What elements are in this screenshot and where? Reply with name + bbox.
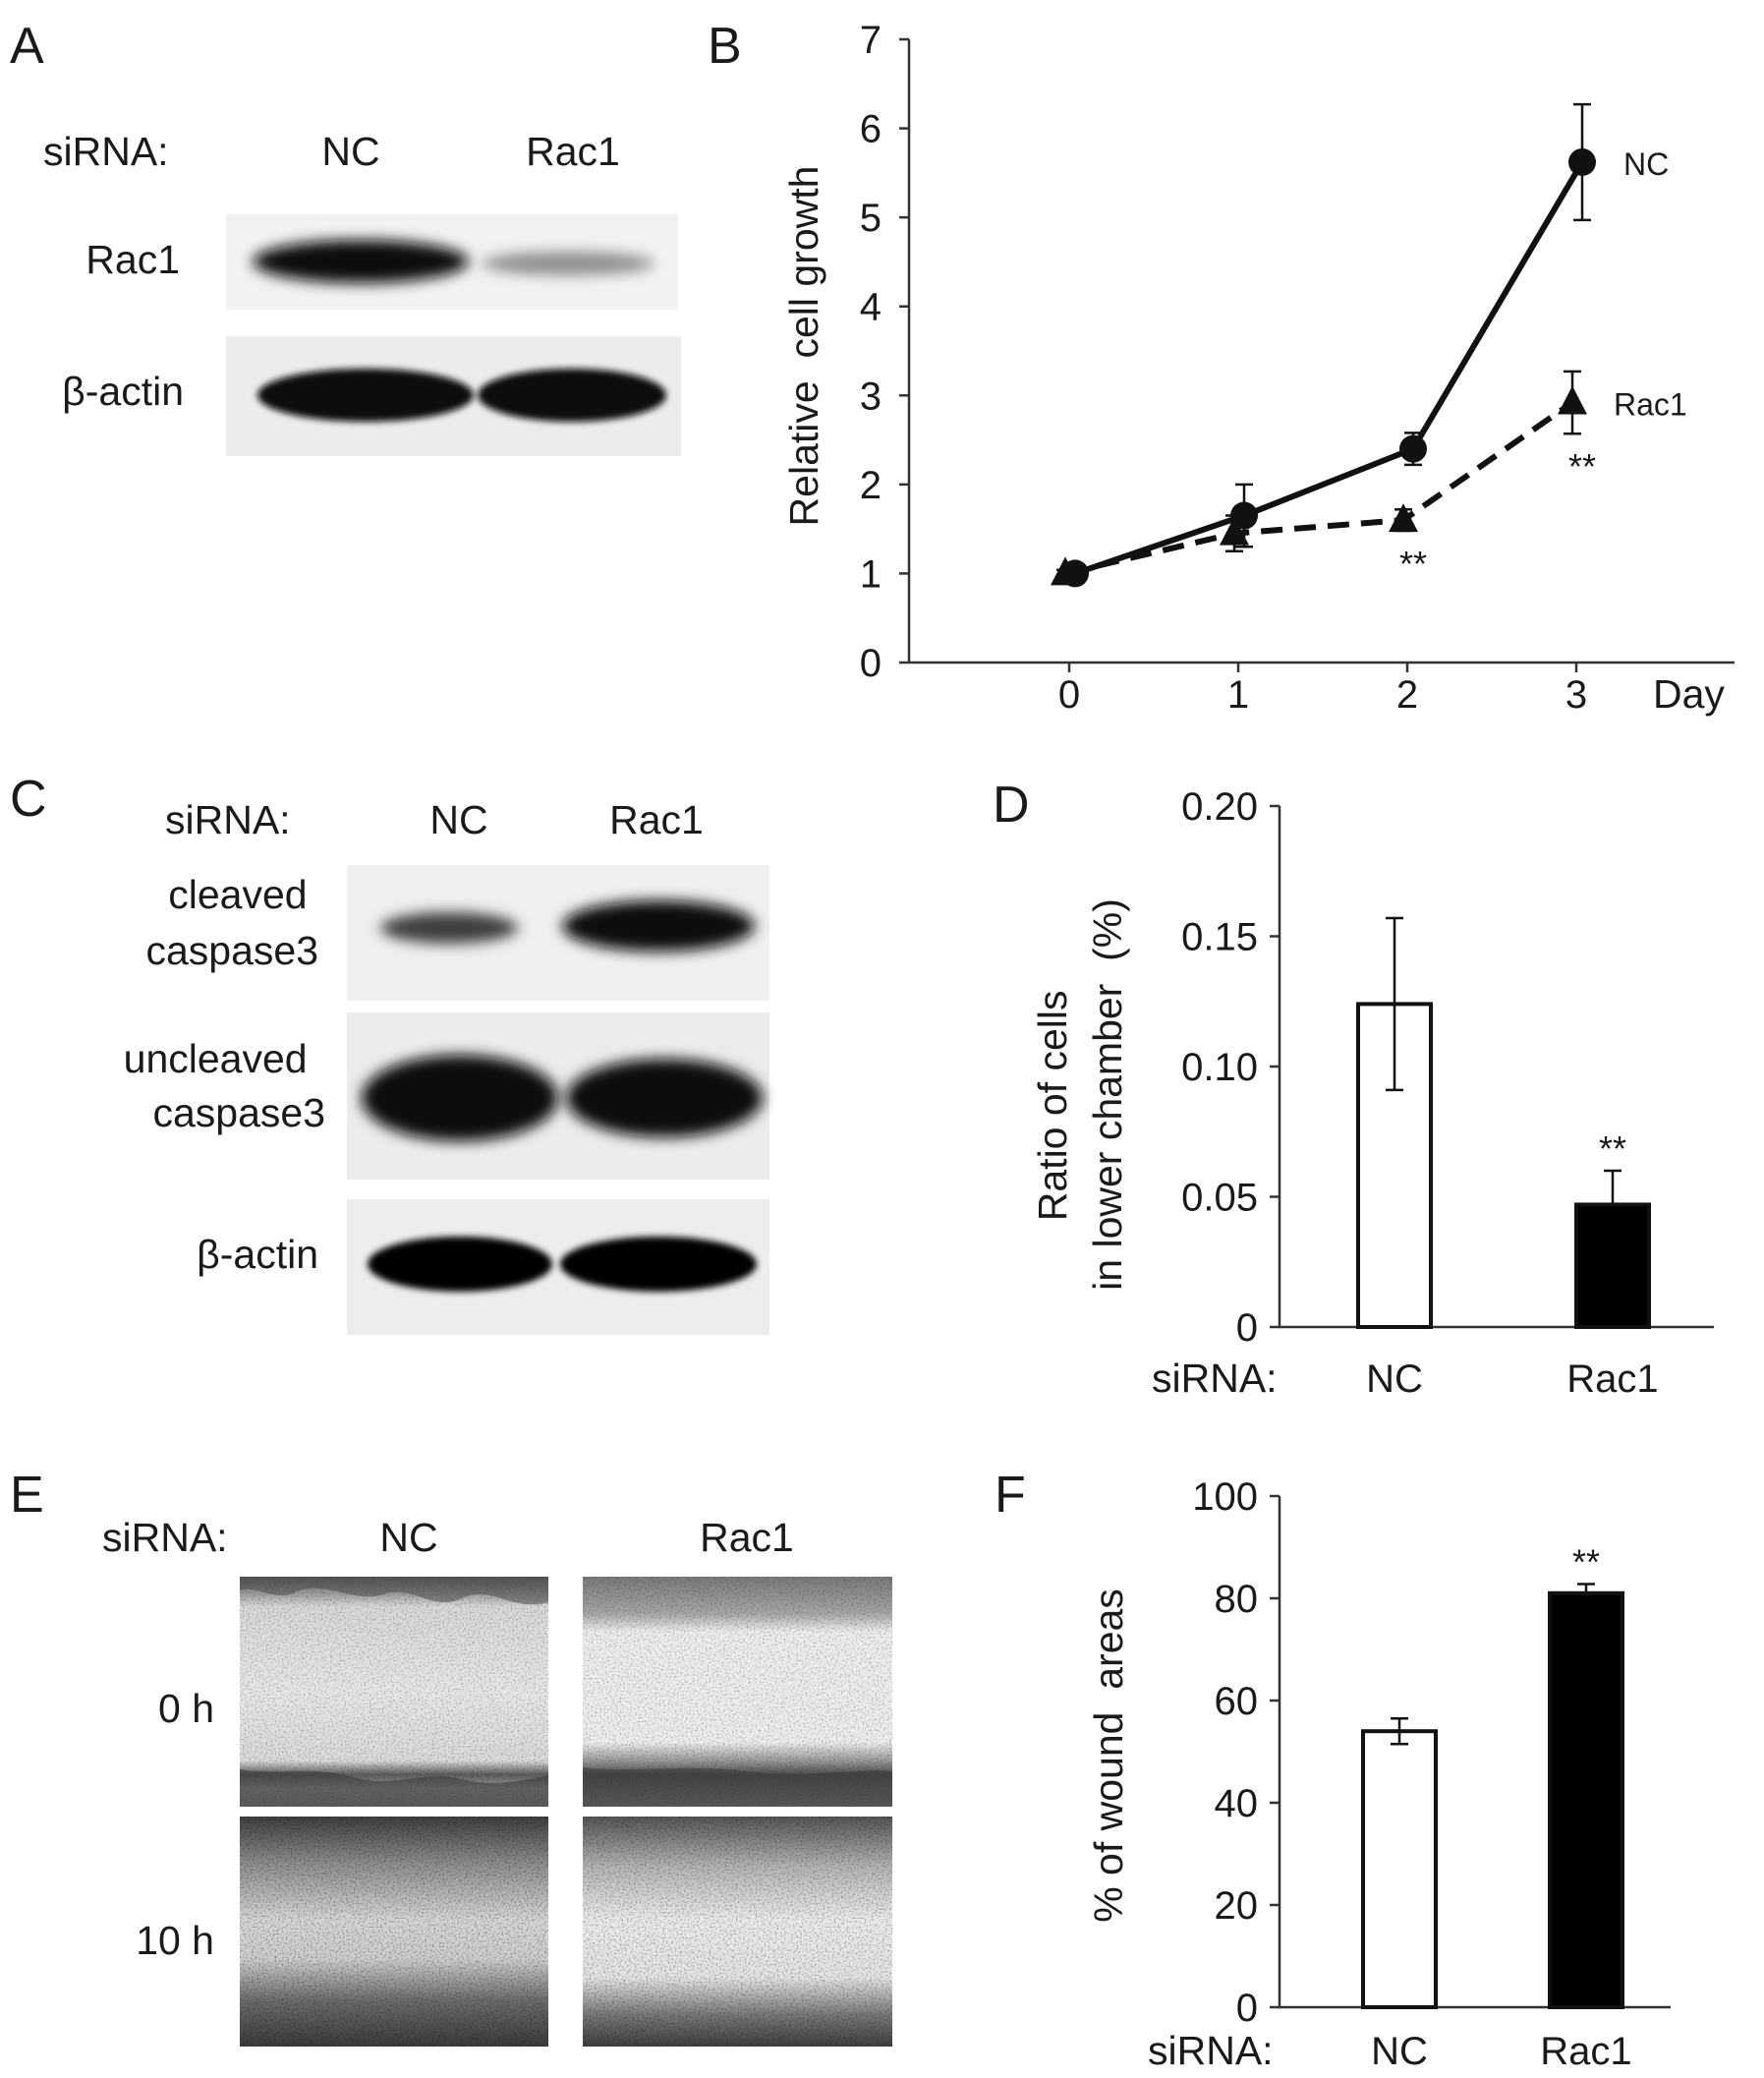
chart-f-y-ticks: 0 20 40 60 80 100 (1192, 1475, 1280, 2030)
series-label-nc: NC (1623, 146, 1669, 182)
data-point-rac1 (1389, 503, 1418, 533)
micrograph-rac1-0h (583, 1577, 892, 1807)
category-label-nc: NC (1371, 2030, 1428, 2073)
panel-letter-e: E (10, 1467, 44, 1524)
blot-row-label-uncleaved-caspase3: uncleaved caspase3 (124, 1036, 325, 1135)
bar-nc (1361, 1729, 1438, 2009)
lane-label-rac1: Rac1 (526, 129, 620, 174)
y-tick-label: 0.05 (1181, 1177, 1258, 1220)
chart-b-y-axis-label: Relative cell growth (781, 166, 826, 527)
y-tick-label: 80 (1215, 1578, 1259, 1621)
chart-f-sirna-label: siRNA: (1148, 2028, 1274, 2073)
y-tick-label: 6 (860, 108, 882, 151)
bar-rac1 (1574, 1202, 1651, 1329)
data-point-nc (1568, 147, 1596, 176)
chart-d-bars: NC Rac1 ** (1356, 916, 1659, 1401)
sirna-row-header: siRNA: (43, 129, 169, 174)
blot-row-label-rac1: Rac1 (85, 237, 180, 282)
x-tick-label: 2 (1396, 673, 1418, 717)
data-point-rac1 (1558, 385, 1587, 415)
chart-b-y-ticks: 0 1 2 3 4 5 6 7 (860, 19, 909, 685)
panel-b: B 0 1 2 3 4 5 6 7 0 1 2 3 Relative cell growth Day… (708, 18, 1735, 717)
panel-c: C siRNA: NC Rac1 cleaved caspase3 unclea… (10, 771, 769, 1335)
panel-letter-c: C (10, 771, 47, 828)
panel-letter-b: B (708, 18, 742, 75)
row-label-10h: 10 h (136, 1918, 214, 1963)
blot-row-label-cleaved-caspase3: cleaved caspase3 (145, 872, 318, 973)
chart-d-sirna-label: siRNA: (1152, 1356, 1278, 1401)
category-label-nc: NC (1366, 1357, 1423, 1401)
chart-b-series: NC Rac1 ** ** (1051, 102, 1687, 588)
significance-marker: ** (1599, 1128, 1626, 1169)
data-point-rac1 (1051, 556, 1080, 586)
significance-marker: ** (1568, 446, 1596, 487)
x-tick-label: 0 (1058, 673, 1080, 717)
panel-d: D 0 0.05 0.10 0.15 0.20 Ratio of cells in lo… (993, 777, 1714, 1401)
lane-label-nc: NC (429, 797, 487, 842)
chart-d-y-axis-label: Ratio of cells in lower chamber (%) (1030, 842, 1130, 1291)
y-tick-label: 1 (860, 552, 882, 596)
column-label-nc: NC (379, 1515, 437, 1560)
lane-label-nc: NC (321, 129, 379, 174)
y-tick-label: 40 (1215, 1782, 1259, 1825)
y-tick-label: 0.10 (1181, 1046, 1258, 1089)
y-tick-label: 0 (1236, 1987, 1258, 2030)
y-tick-label: 100 (1192, 1475, 1258, 1519)
y-tick-label: 0 (1236, 1306, 1258, 1350)
y-tick-label: 0 (860, 642, 882, 685)
series-line-rac1 (1064, 400, 1574, 577)
x-tick-label: 3 (1565, 673, 1587, 717)
chart-b-x-ticks: 0 1 2 3 (1058, 663, 1587, 717)
series-line-nc (1074, 160, 1585, 577)
western-blot-cleaved-caspase3 (347, 865, 769, 1001)
y-tick-label: 0.15 (1181, 916, 1258, 959)
y-tick-label: 20 (1215, 1884, 1259, 1928)
series-label-rac1: Rac1 (1614, 387, 1687, 423)
western-blot-beta-actin (226, 336, 681, 456)
category-label-rac1: Rac1 (1566, 1357, 1658, 1401)
panel-letter-d: D (993, 777, 1030, 834)
x-tick-label: 1 (1227, 673, 1249, 717)
western-blot-beta-actin (347, 1199, 769, 1335)
chart-f-bars: NC Rac1 ** (1361, 1541, 1632, 2073)
y-tick-label: 60 (1215, 1680, 1259, 1723)
row-label-0h: 0 h (158, 1686, 214, 1731)
blot-row-label-beta-actin: β-actin (197, 1232, 318, 1277)
western-blot-rac1 (226, 214, 678, 310)
category-label-rac1: Rac1 (1540, 2030, 1631, 2073)
y-tick-label: 3 (860, 375, 882, 418)
y-tick-label: 0.20 (1181, 785, 1258, 829)
micrograph-nc-0h (240, 1577, 548, 1807)
data-point-rac1 (1220, 516, 1249, 546)
chart-d-y-ticks: 0 0.05 0.10 0.15 0.20 (1181, 785, 1280, 1350)
blot-row-label-beta-actin: β-actin (62, 369, 184, 414)
y-tick-label: 7 (860, 19, 882, 62)
chart-b-x-axis-label: Day (1653, 671, 1725, 717)
panel-letter-a: A (10, 18, 44, 75)
sirna-row-header: siRNA: (165, 797, 291, 842)
panel-e: E siRNA: NC Rac1 0 h 10 h (10, 1467, 892, 2047)
western-blot-uncleaved-caspase3 (347, 1012, 769, 1180)
micrograph-nc-10h (240, 1817, 548, 2047)
data-point-nc (1399, 434, 1427, 463)
column-label-rac1: Rac1 (700, 1515, 794, 1560)
y-tick-label: 5 (860, 197, 882, 240)
y-tick-label: 4 (860, 286, 882, 329)
panel-a: A siRNA: NC Rac1 Rac1 β-actin (10, 18, 681, 456)
lane-label-rac1: Rac1 (609, 797, 704, 842)
panel-f: F 0 20 40 60 80 100 % of wound areas siRNA: N… (995, 1467, 1671, 2073)
significance-marker: ** (1572, 1541, 1600, 1582)
significance-marker: ** (1399, 544, 1427, 584)
y-tick-label: 2 (860, 464, 882, 507)
panel-letter-f: F (995, 1467, 1026, 1524)
sirna-row-header: siRNA: (102, 1515, 228, 1560)
micrograph-rac1-10h (583, 1817, 892, 2047)
chart-b-axes (907, 39, 1735, 664)
bar-rac1 (1548, 1590, 1624, 2010)
chart-f-y-axis-label: % of wound areas (1086, 1588, 1131, 1923)
